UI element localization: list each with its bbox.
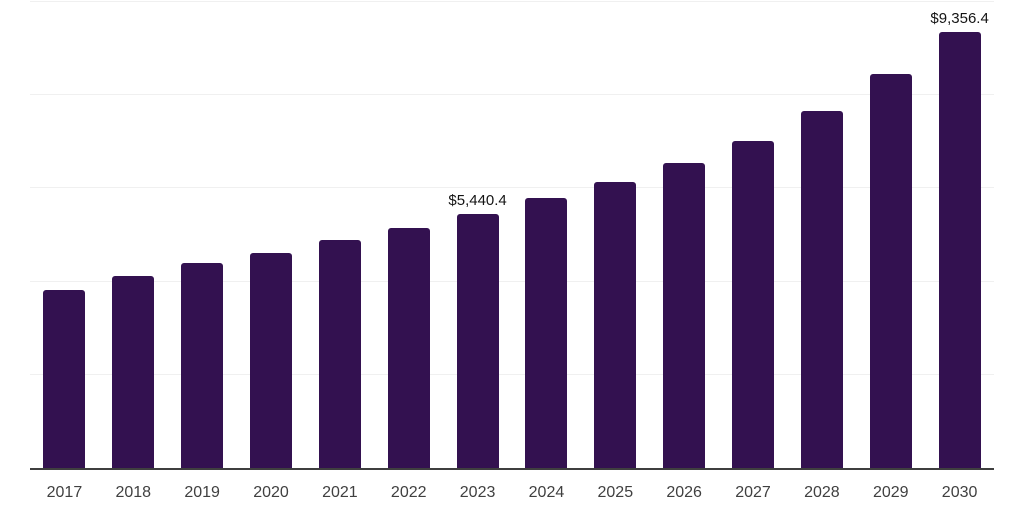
x-tick-2023: 2023 [459,484,496,501]
bar-2019 [181,262,224,468]
bar-slot-2029 [856,2,925,468]
bar-slot-2022 [374,2,443,468]
x-axis-line [30,468,994,470]
bar-2017 [43,289,86,468]
bar-2028 [800,111,843,468]
bar-slot-2026 [650,2,719,468]
bar-slot-2028 [787,2,856,468]
gridline-4000 [30,280,994,282]
x-tick-2028: 2028 [804,484,840,501]
value-label-2030: $9,356.4 [930,10,989,27]
gridline-10000 [30,1,994,2]
x-tick-2027: 2027 [735,484,771,501]
bar-slot-2018 [99,2,168,468]
bar-2027 [732,140,775,468]
bar-slot-2017 [30,2,99,468]
plot-area: $5,440.4 $9,356.4 [30,1,994,470]
x-tick-2030: 2030 [941,484,978,501]
x-tick-2029: 2029 [872,484,909,501]
x-tick-2018: 2018 [115,484,152,501]
value-label-2023: $5,440.4 [448,192,507,210]
x-tick-2022: 2022 [390,484,427,501]
bar-2030 [938,32,981,468]
x-tick-2025: 2025 [597,484,634,501]
x-tick-2019: 2019 [184,484,220,501]
gridline-2000 [30,373,994,375]
gridline-8000 [30,94,994,96]
bar-2026 [663,162,706,468]
x-tick-2020: 2020 [253,484,289,501]
bar-slot-2020 [237,2,306,468]
gridline-6000 [30,187,994,189]
x-tick-2026: 2026 [666,484,702,501]
bar-2021 [318,239,361,468]
bar-slot-2027 [719,2,788,468]
x-tick-2021: 2021 [322,484,358,501]
bar-slot-2021 [305,2,374,468]
bar-2020 [250,253,292,468]
x-tick-2024: 2024 [528,484,565,501]
x-tick-2017: 2017 [46,484,83,501]
bar-2024 [525,198,568,468]
bar-2023 [456,214,499,468]
bar-series: $5,440.4 $9,356.4 [30,2,994,468]
bar-slot-2019 [168,2,237,468]
bar-2025 [594,182,637,468]
bar-2022 [387,228,430,468]
x-axis-tick-labels: 2017 2018 2019 2020 2021 2022 2023 2024 2025 2026… [30,485,994,501]
bar-slot-2025 [581,2,650,468]
bar-slot-2024 [512,2,581,468]
bar-slot-2023: $5,440.4 [443,2,512,468]
bar-slot-2030: $9,356.4 [925,2,994,468]
bar-2018 [112,276,155,468]
bar-2029 [869,73,912,468]
